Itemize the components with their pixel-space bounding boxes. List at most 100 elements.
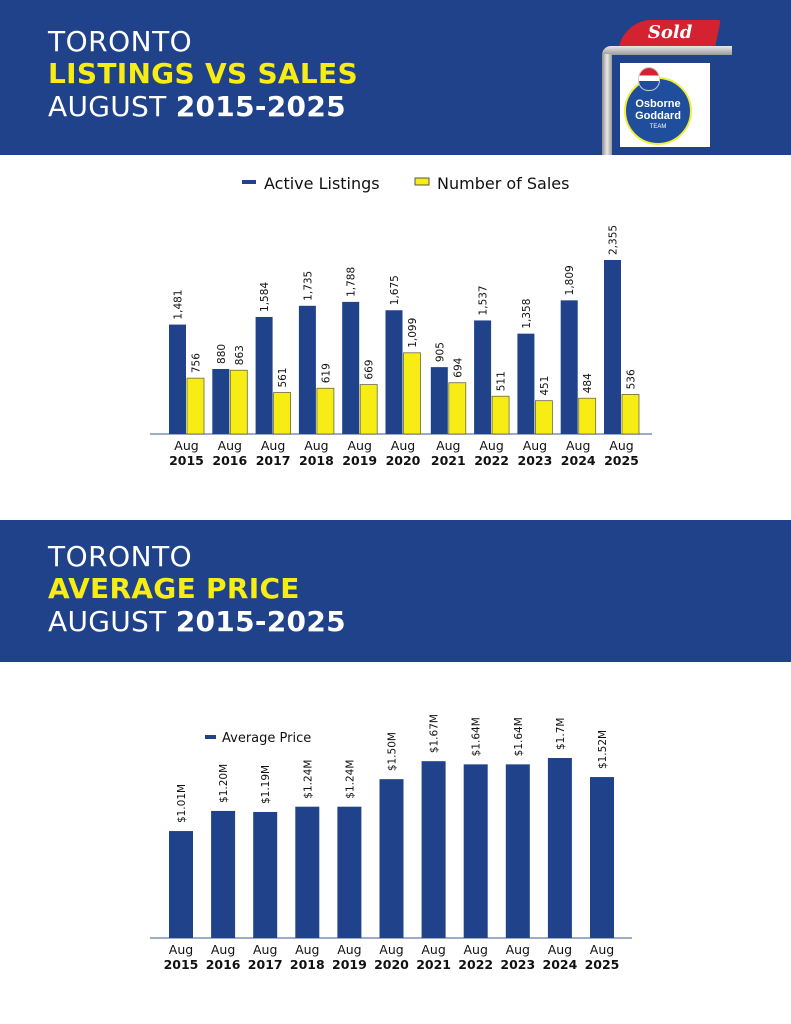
- bar-number-of-sales: [491, 395, 510, 435]
- x-tick-year: 2016: [206, 957, 241, 972]
- x-tick-year: 2025: [585, 957, 620, 972]
- bar-number-of-sales: [186, 377, 205, 435]
- title-topic: AVERAGE PRICE: [48, 572, 300, 605]
- header-banner-listings-sales: TORONTO LISTINGS VS SALES AUGUST 2015-20…: [0, 0, 791, 155]
- data-label: 1,537: [478, 285, 490, 315]
- sold-banner: Sold: [619, 20, 721, 46]
- x-tick-month: Aug: [304, 438, 328, 453]
- section-title-listings-sales: TORONTO LISTINGS VS SALES AUGUST 2015-20…: [48, 28, 358, 125]
- title-topic: LISTINGS VS SALES: [48, 57, 358, 90]
- data-label: 484: [582, 373, 594, 393]
- x-tick-year: 2025: [604, 453, 639, 468]
- bar-number-of-sales: [316, 387, 335, 435]
- listings-vs-sales-chart: Active Listings Number of Sales 1,481 756 Au…: [150, 174, 652, 468]
- x-tick-year: 2019: [342, 453, 377, 468]
- x-tick-month: Aug: [479, 438, 503, 453]
- data-label: 1,675: [389, 275, 401, 305]
- x-tick-year: 2019: [332, 957, 367, 972]
- bar-average-price: [505, 764, 530, 938]
- data-label: $1.19M: [260, 765, 272, 804]
- data-label: 1,788: [346, 267, 358, 297]
- bar-average-price: [379, 779, 404, 938]
- data-label: $1.20M: [218, 764, 230, 803]
- x-tick-month: Aug: [391, 438, 415, 453]
- data-label: $1.50M: [387, 732, 399, 771]
- x-tick-month: Aug: [218, 438, 242, 453]
- data-label: 1,584: [259, 282, 271, 312]
- data-label: $1.24M: [302, 760, 314, 799]
- data-label: 1,735: [302, 271, 314, 301]
- title-month: AUGUST: [48, 90, 176, 123]
- legend-label-active-listings: Active Listings: [264, 174, 380, 193]
- x-tick-month: Aug: [506, 942, 530, 957]
- bar-number-of-sales: [359, 384, 378, 435]
- signboard: Osborne Goddard TEAM: [620, 63, 710, 147]
- average-price-chart: Average Price$1.01MAug2015$1.20MAug2016$…: [150, 714, 632, 972]
- title-years: 2015-2025: [175, 605, 346, 638]
- bar-average-price: [169, 831, 193, 938]
- data-label: $1.01M: [176, 784, 188, 823]
- x-tick-year: 2017: [256, 453, 291, 468]
- sign-post-arm: [602, 46, 732, 55]
- x-tick-month: Aug: [253, 942, 277, 957]
- data-label: 2,355: [608, 225, 620, 255]
- x-tick-month: Aug: [609, 438, 633, 453]
- x-tick-month: Aug: [379, 942, 403, 957]
- x-tick-year: 2016: [212, 453, 247, 468]
- bar-active-listings: [474, 320, 492, 434]
- legend-label-number-of-sales: Number of Sales: [437, 174, 569, 193]
- bar-active-listings: [430, 367, 448, 434]
- data-label: 863: [234, 345, 246, 365]
- x-tick-month: Aug: [548, 942, 572, 957]
- bar-number-of-sales: [229, 369, 248, 435]
- title-month: AUGUST: [48, 605, 176, 638]
- section-title-average-price: TORONTO AVERAGE PRICE AUGUST 2015-2025: [48, 543, 346, 640]
- title-city: TORONTO: [48, 540, 193, 573]
- data-label: 669: [364, 360, 376, 380]
- brand-name-line2: Goddard: [635, 110, 681, 122]
- chart-legend: Active Listings Number of Sales: [242, 174, 569, 193]
- x-tick-year: 2024: [561, 453, 596, 468]
- legend-swatch-number-of-sales: [414, 177, 430, 186]
- x-tick-year: 2023: [518, 453, 553, 468]
- data-label: 619: [320, 363, 332, 383]
- bar-number-of-sales: [448, 382, 467, 435]
- x-tick-year: 2015: [169, 453, 204, 468]
- x-tick-year: 2023: [500, 957, 535, 972]
- bar-average-price: [211, 810, 236, 938]
- data-label: $1.7M: [555, 718, 567, 750]
- x-tick-month: Aug: [436, 438, 460, 453]
- data-label: 451: [539, 376, 551, 396]
- data-label: 1,809: [564, 265, 576, 295]
- x-tick-month: Aug: [211, 942, 235, 957]
- x-tick-month: Aug: [295, 942, 319, 957]
- bar-active-listings: [385, 310, 403, 434]
- x-tick-year: 2022: [474, 453, 509, 468]
- title-period: AUGUST 2015-2025: [48, 93, 358, 125]
- data-label: 694: [452, 357, 464, 377]
- sign-post: [602, 54, 612, 155]
- x-tick-month: Aug: [421, 942, 445, 957]
- data-label: 536: [626, 369, 638, 389]
- x-tick-year: 2022: [458, 957, 493, 972]
- x-tick-month: Aug: [463, 942, 487, 957]
- data-label: $1.64M: [471, 717, 483, 756]
- bar-average-price: [590, 777, 614, 938]
- bar-number-of-sales: [621, 393, 640, 435]
- bar-average-price: [421, 761, 446, 938]
- legend-swatch-average-price: [205, 735, 216, 739]
- x-tick-year: 2020: [386, 453, 421, 468]
- bar-average-price: [337, 806, 362, 938]
- x-tick-month: Aug: [169, 942, 193, 957]
- chart-legend: Average Price: [205, 731, 311, 746]
- x-tick-year: 2015: [164, 957, 199, 972]
- bar-average-price: [463, 764, 488, 938]
- bar-active-listings: [212, 368, 230, 434]
- data-label: $1.67M: [429, 714, 441, 753]
- x-tick-month: Aug: [523, 438, 547, 453]
- data-label: 756: [191, 353, 203, 373]
- bar-average-price: [253, 812, 278, 938]
- data-label: 511: [496, 371, 508, 391]
- bar-active-listings: [342, 301, 360, 434]
- brand-name-line3: TEAM: [649, 124, 667, 130]
